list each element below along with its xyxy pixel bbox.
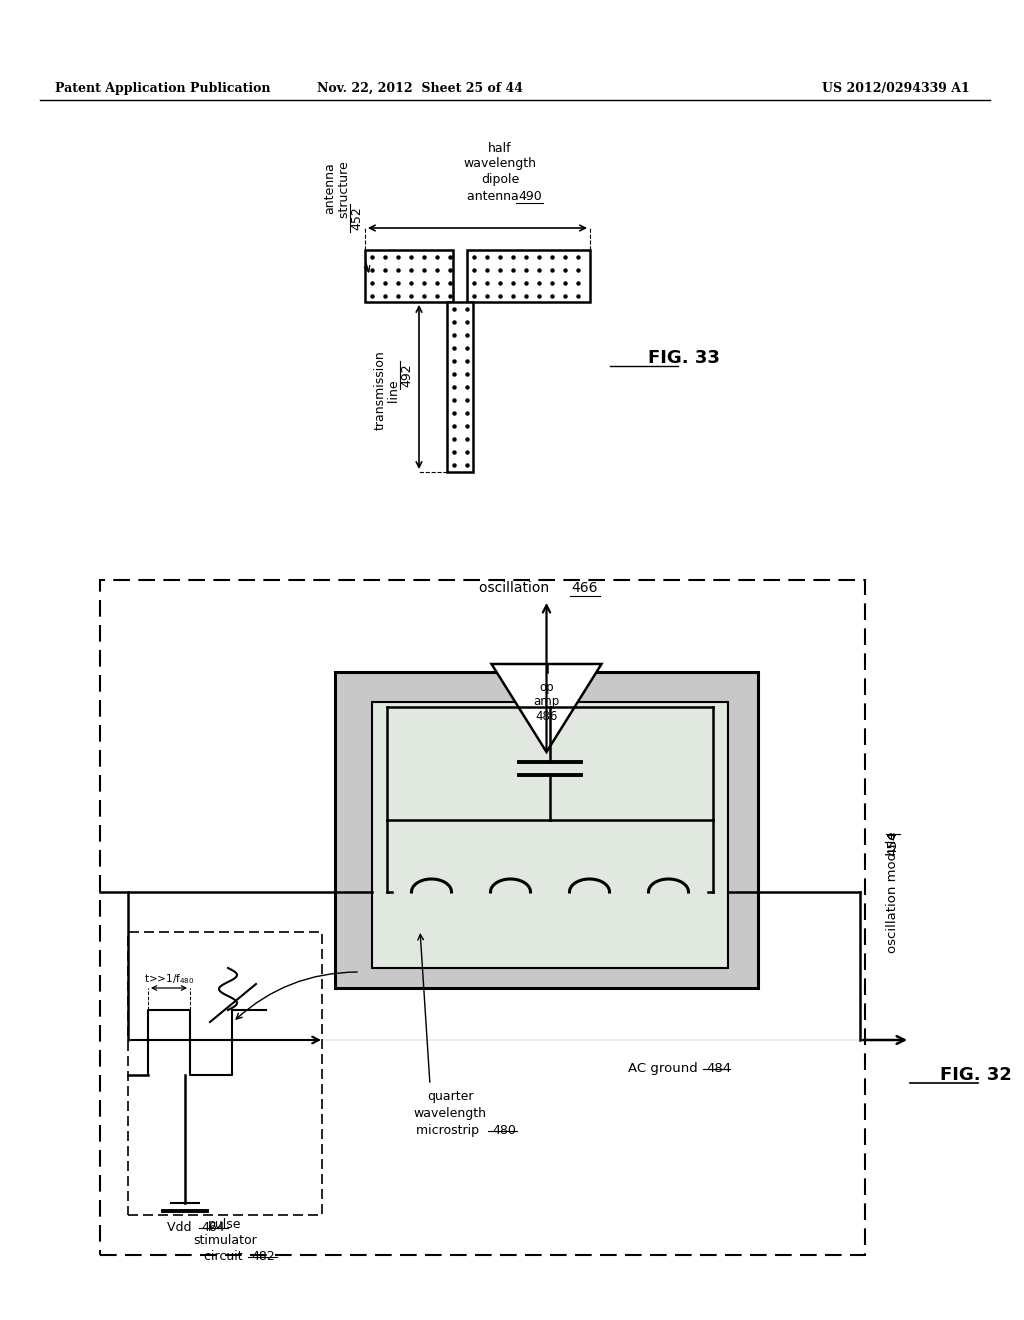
Bar: [100, 579, 865, 1255]
Text: oscillation module: oscillation module: [887, 828, 899, 953]
Text: oscillation: oscillation: [479, 581, 554, 595]
Text: FIG. 32: FIG. 32: [940, 1067, 1012, 1084]
Text: wavelength: wavelength: [464, 157, 537, 170]
Text: 452: 452: [350, 206, 364, 230]
Text: wavelength: wavelength: [414, 1107, 486, 1119]
Bar: [128, 932, 322, 1214]
Text: t>>1/f$_{480}$: t>>1/f$_{480}$: [143, 973, 195, 986]
Text: 484: 484: [706, 1063, 731, 1074]
Text: 490: 490: [518, 190, 542, 202]
Text: US 2012/0294339 A1: US 2012/0294339 A1: [822, 82, 970, 95]
Text: dipole: dipole: [481, 173, 519, 186]
Text: AC ground: AC ground: [628, 1063, 702, 1074]
Text: FIG. 33: FIG. 33: [648, 348, 720, 367]
Text: line: line: [387, 376, 400, 404]
Text: structure: structure: [338, 157, 350, 218]
Polygon shape: [492, 664, 601, 752]
Text: 454: 454: [887, 830, 899, 855]
Text: 480: 480: [493, 1125, 516, 1137]
Text: antenna: antenna: [467, 190, 523, 202]
Bar: [365, 249, 453, 302]
Text: quarter: quarter: [427, 1090, 473, 1104]
Text: stimulator: stimulator: [194, 1234, 257, 1247]
Text: microstrip: microstrip: [417, 1125, 483, 1137]
Text: 466: 466: [571, 581, 598, 595]
Text: Nov. 22, 2012  Sheet 25 of 44: Nov. 22, 2012 Sheet 25 of 44: [317, 82, 523, 95]
Text: half: half: [488, 141, 512, 154]
Text: 482: 482: [251, 1250, 274, 1263]
Text: op
amp
486: op amp 486: [534, 681, 560, 723]
Text: antenna: antenna: [324, 162, 337, 214]
Text: circuit: circuit: [204, 1250, 247, 1263]
Text: Vdd: Vdd: [167, 1221, 196, 1234]
Text: 464: 464: [201, 1221, 224, 1234]
Text: Patent Application Publication: Patent Application Publication: [55, 82, 270, 95]
Bar: [467, 249, 590, 302]
Text: pulse: pulse: [208, 1218, 242, 1232]
Text: 492: 492: [400, 363, 414, 387]
Text: transmission: transmission: [374, 350, 386, 430]
Bar: [447, 302, 473, 473]
Bar: [335, 672, 758, 987]
Bar: [372, 702, 728, 968]
